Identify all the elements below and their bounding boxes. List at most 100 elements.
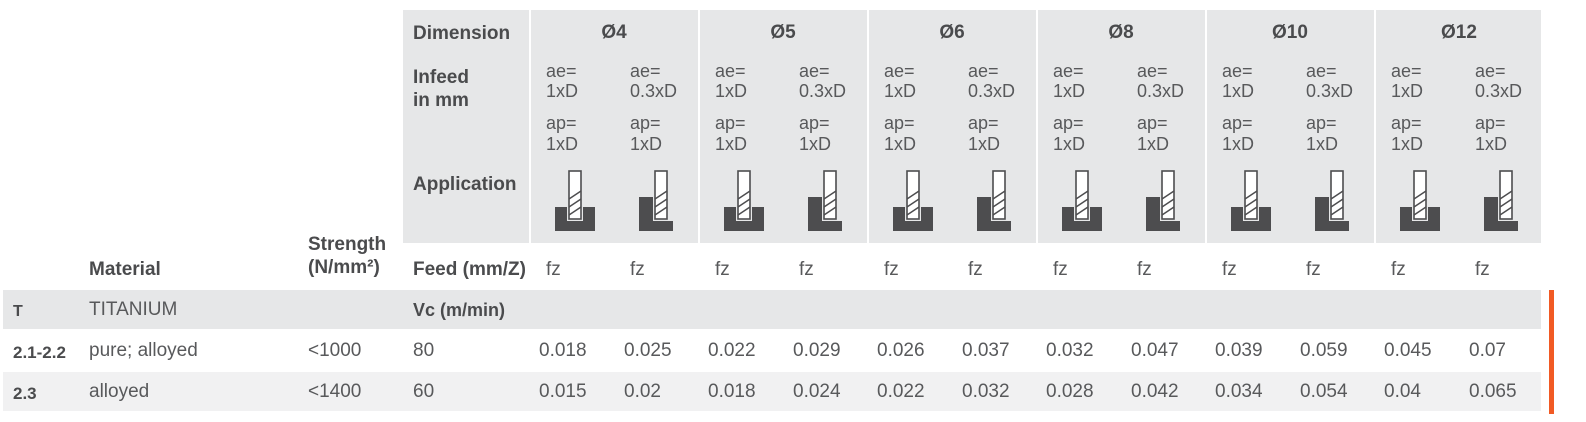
- row-fz-value: 0.029: [793, 340, 841, 361]
- infeed-ae-value: 1xD: [1391, 81, 1424, 101]
- side-milling-icon: [808, 170, 842, 231]
- header-panel: [403, 10, 1541, 243]
- infeed-ae-value: 0.3xD: [799, 81, 847, 101]
- column-divider: [867, 10, 869, 243]
- infeed-ap-label: ap=: [968, 113, 999, 133]
- infeed-ae-value: 1xD: [546, 81, 579, 101]
- accent-bar: [1549, 290, 1554, 414]
- section-row-titanium: [3, 290, 1541, 329]
- feed-symbol: fz: [1222, 259, 1237, 280]
- column-divider: [1036, 10, 1038, 243]
- feed-symbol: fz: [715, 259, 730, 280]
- row-fz-value: 0.037: [962, 340, 1010, 361]
- feed-symbol: fz: [1053, 259, 1068, 280]
- feed-symbol: fz: [799, 259, 814, 280]
- infeed-ap-label: ap=: [1053, 113, 1084, 133]
- row-fz-value: 0.059: [1300, 340, 1348, 361]
- dimension-header: Ø8: [1108, 22, 1134, 43]
- infeed-ae-label: ae=: [715, 61, 746, 81]
- dimension-header: Ø4: [601, 22, 627, 43]
- row-fz-value: 0.018: [708, 381, 756, 402]
- vc-label: Vc (m/min): [413, 300, 506, 320]
- row-code: 2.1-2.2: [13, 343, 66, 362]
- infeed-ap-value: 1xD: [1391, 134, 1424, 154]
- infeed-ap-value: 1xD: [1222, 134, 1255, 154]
- infeed-ap-label: ap=: [715, 113, 746, 133]
- row-fz-value: 0.025: [624, 340, 672, 361]
- section-material: TITANIUM: [89, 299, 178, 320]
- infeed-ap-value: 1xD: [968, 134, 1001, 154]
- feed-symbol: fz: [546, 259, 561, 280]
- row-fz-value: 0.039: [1215, 340, 1263, 361]
- side-milling-icon: [1315, 170, 1349, 231]
- infeed-ap-label: ap=: [884, 113, 915, 133]
- row-fz-value: 0.026: [877, 340, 925, 361]
- row-strength: <1400: [308, 381, 362, 402]
- infeed-ae-label: ae=: [1137, 61, 1168, 81]
- infeed-ae-label: ae=: [968, 61, 999, 81]
- strength-label: Strength (N/mm²): [308, 234, 387, 278]
- infeed-ae-label: ae=: [799, 61, 830, 81]
- row-fz-value: 0.02: [624, 381, 661, 402]
- side-milling-icon: [639, 170, 673, 231]
- infeed-ap-label: ap=: [1137, 113, 1168, 133]
- feed-symbol: fz: [968, 259, 983, 280]
- row-fz-value: 0.024: [793, 381, 841, 402]
- row-fz-value: 0.042: [1131, 381, 1179, 402]
- column-divider: [1374, 10, 1376, 243]
- feed-symbol: fz: [1475, 259, 1490, 280]
- row-fz-value: 0.018: [539, 340, 587, 361]
- dimension-header: Ø5: [770, 22, 796, 43]
- section-code: T: [13, 303, 23, 320]
- infeed-ap-label: ap=: [546, 113, 577, 133]
- feed-symbol: fz: [1391, 259, 1406, 280]
- dimension-header: Ø10: [1272, 22, 1308, 43]
- slot-milling-icon: [555, 170, 595, 231]
- row-fz-value: 0.045: [1384, 340, 1432, 361]
- row-fz-value: 0.065: [1469, 381, 1517, 402]
- infeed-ae-label: ae=: [630, 61, 661, 81]
- row-fz-value: 0.022: [877, 381, 925, 402]
- row-fz-value: 0.034: [1215, 381, 1263, 402]
- infeed-ae-label: ae=: [1475, 61, 1506, 81]
- feed-symbol: fz: [1137, 259, 1152, 280]
- row-fz-value: 0.04: [1384, 381, 1421, 402]
- row-fz-value: 0.032: [1046, 340, 1094, 361]
- infeed-ae-label: ae=: [1306, 61, 1337, 81]
- application-label: Application: [413, 174, 517, 195]
- feed-symbol: fz: [630, 259, 645, 280]
- dimension-header: Ø6: [939, 22, 965, 43]
- side-milling-icon: [1146, 170, 1180, 231]
- infeed-ap-label: ap=: [1222, 113, 1253, 133]
- infeed-ap-value: 1xD: [546, 134, 579, 154]
- infeed-ae-value: 0.3xD: [1475, 81, 1523, 101]
- infeed-ap-label: ap=: [1475, 113, 1506, 133]
- row-fz-value: 0.032: [962, 381, 1010, 402]
- infeed-ap-value: 1xD: [715, 134, 748, 154]
- side-milling-icon: [977, 170, 1011, 231]
- row-code: 2.3: [13, 384, 37, 403]
- row-strength: <1000: [308, 340, 362, 361]
- row-material: alloyed: [89, 381, 150, 402]
- infeed-ae-label: ae=: [884, 61, 915, 81]
- slot-milling-icon: [1400, 170, 1440, 231]
- row-fz-value: 0.054: [1300, 381, 1348, 402]
- row-fz-value: 0.015: [539, 381, 587, 402]
- feed-symbol: fz: [884, 259, 899, 280]
- infeed-ap-label: ap=: [799, 113, 830, 133]
- column-divider: [529, 10, 531, 243]
- infeed-ap-value: 1xD: [1137, 134, 1170, 154]
- side-milling-icon: [1484, 170, 1518, 231]
- infeed-ae-label: ae=: [1391, 61, 1422, 81]
- feed-symbol: fz: [1306, 259, 1321, 280]
- infeed-ap-label: ap=: [1391, 113, 1422, 133]
- infeed-ae-value: 0.3xD: [968, 81, 1016, 101]
- slot-milling-icon: [893, 170, 933, 231]
- infeed-ae-value: 1xD: [1053, 81, 1086, 101]
- row-material: pure; alloyed: [89, 340, 198, 361]
- row-fz-value: 0.047: [1131, 340, 1179, 361]
- infeed-ap-value: 1xD: [630, 134, 663, 154]
- infeed-ae-label: ae=: [546, 61, 577, 81]
- row-vc: 80: [413, 340, 435, 361]
- infeed-ap-value: 1xD: [799, 134, 832, 154]
